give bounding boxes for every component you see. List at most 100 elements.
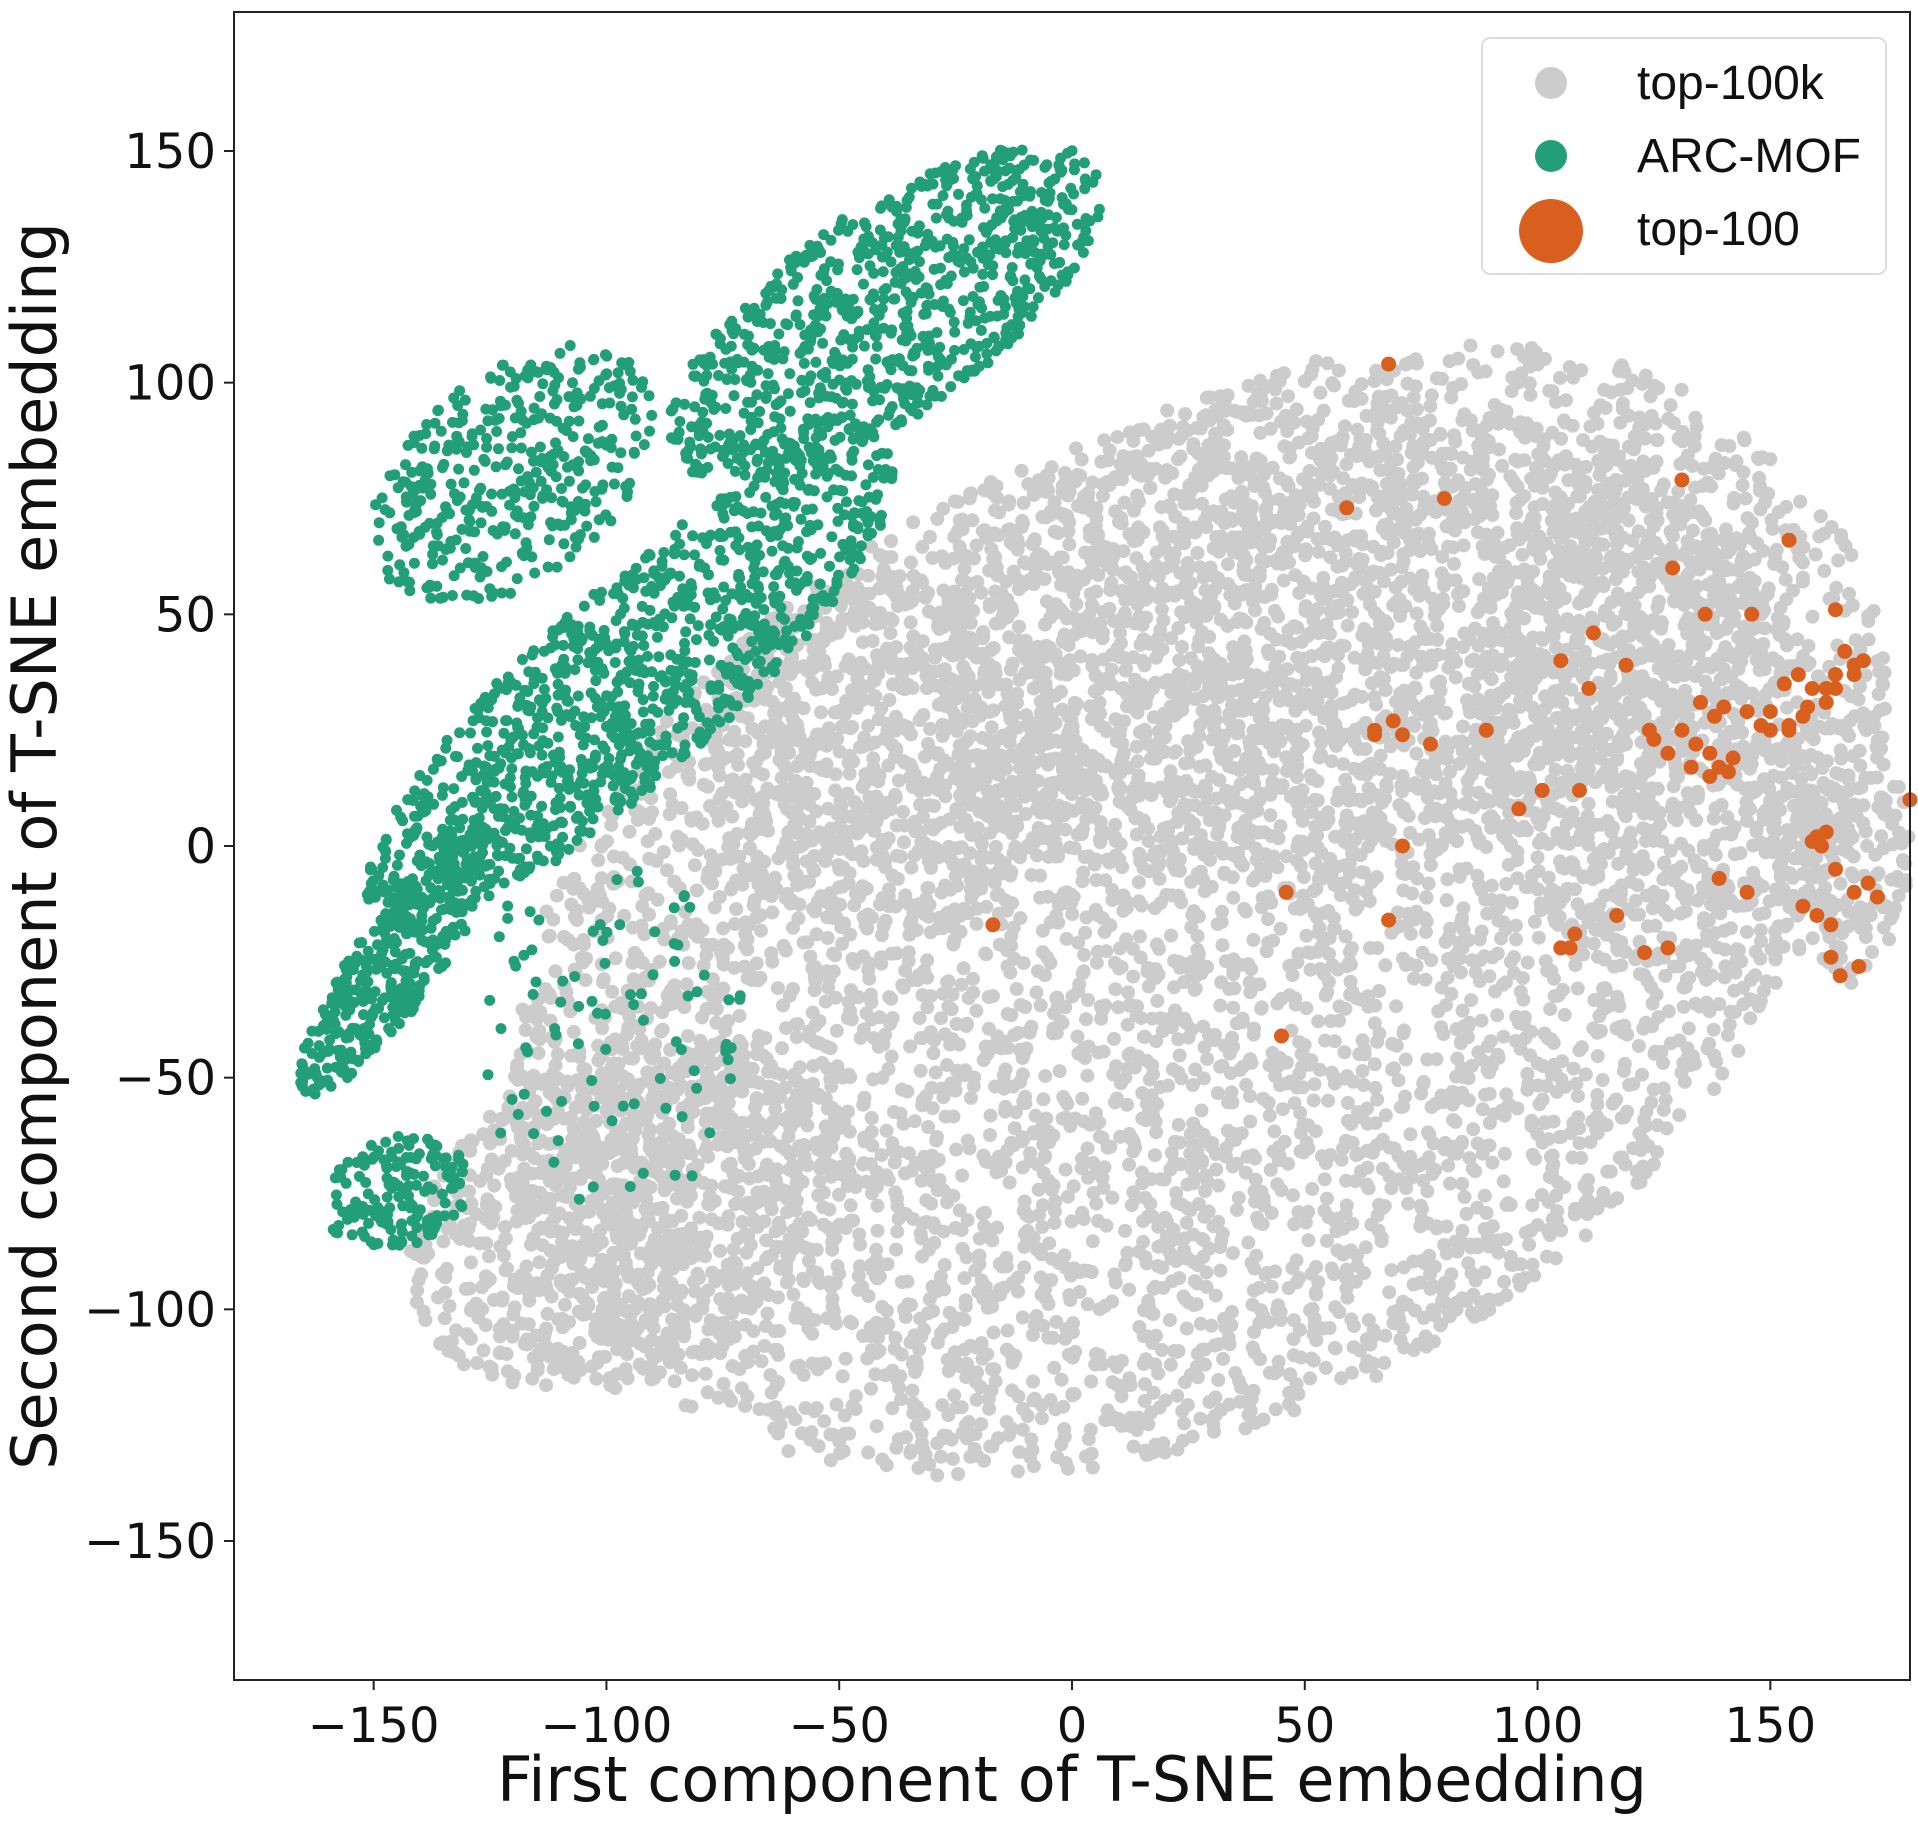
data-point [1225, 1030, 1239, 1045]
data-point [1141, 979, 1156, 994]
data-point [1075, 1151, 1089, 1166]
data-point [921, 1120, 936, 1134]
data-point [724, 1393, 739, 1408]
data-point [700, 984, 715, 999]
data-point [1149, 1125, 1164, 1140]
data-point [709, 1015, 724, 1030]
data-point [1633, 1175, 1648, 1190]
data-point [1261, 912, 1275, 927]
data-point [1121, 1048, 1136, 1063]
data-point [1241, 1235, 1256, 1250]
data-point [1250, 1210, 1265, 1225]
data-point [541, 929, 556, 944]
data-point [885, 1401, 900, 1416]
data-point [978, 946, 993, 961]
data-point [1721, 1028, 1735, 1043]
data-point [569, 912, 584, 927]
data-point [947, 1388, 962, 1403]
data-point [1538, 954, 1553, 969]
data-point [1176, 1289, 1191, 1304]
data-point [917, 1322, 932, 1337]
data-point [759, 1319, 773, 1334]
data-point [1421, 1156, 1436, 1171]
data-point [1525, 1198, 1540, 1213]
data-point [884, 1049, 899, 1064]
data-point [740, 942, 755, 957]
data-point [902, 1146, 916, 1161]
data-point [1163, 1357, 1178, 1372]
data-point [1015, 1310, 1030, 1325]
data-point [1223, 1066, 1238, 1081]
data-point [871, 1039, 886, 1054]
data-point [1166, 1222, 1181, 1237]
data-point [1231, 1190, 1246, 1205]
data-point [1444, 1267, 1459, 1282]
data-point [1542, 1169, 1557, 1184]
data-point [918, 1448, 933, 1462]
data-point [1646, 1082, 1661, 1097]
series-top-100k [403, 338, 1916, 1483]
data-point [542, 989, 557, 1004]
data-point [1409, 746, 1424, 761]
data-point [1056, 1090, 1071, 1104]
data-point [1697, 911, 1711, 926]
data-point [1378, 1108, 1393, 1123]
data-point [1190, 1276, 1205, 1291]
data-point [1514, 1257, 1528, 1272]
data-point [1441, 1158, 1456, 1173]
data-point [1378, 958, 1393, 973]
data-point [1367, 1016, 1382, 1031]
data-point [1455, 1223, 1470, 1238]
data-point [1006, 920, 1021, 935]
data-point [1014, 463, 1029, 478]
data-point [1393, 1332, 1408, 1347]
data-point [1071, 935, 1086, 950]
data-point [1349, 991, 1364, 1005]
data-point [1715, 1066, 1730, 1081]
data-point [1227, 981, 1242, 996]
data-point [594, 839, 609, 854]
data-point [716, 1376, 731, 1391]
data-point [1150, 993, 1165, 1008]
data-point [649, 853, 664, 868]
data-point [869, 1419, 884, 1434]
data-point [1525, 1147, 1540, 1162]
data-point [1287, 1313, 1301, 1328]
data-point [1382, 1285, 1397, 1300]
data-point [1311, 1275, 1326, 1290]
data-point [684, 811, 699, 826]
data-point [1211, 1373, 1226, 1387]
data-point [1268, 1402, 1283, 1417]
data-point [1322, 947, 1336, 961]
data-point [622, 1009, 637, 1024]
data-point [1273, 1312, 1288, 1327]
data-point [1530, 850, 1545, 865]
data-point [903, 555, 918, 570]
data-point [1384, 925, 1399, 940]
data-point [1332, 1305, 1347, 1319]
data-point [1131, 771, 1146, 786]
data-point [1681, 1021, 1696, 1036]
data-point [884, 534, 898, 548]
data-point [1498, 1232, 1513, 1247]
data-point [1188, 1062, 1203, 1077]
data-point [930, 1468, 945, 1483]
data-point [1170, 1195, 1185, 1210]
data-point [1092, 1302, 1107, 1317]
data-point [1254, 1001, 1269, 1016]
data-point [1234, 1126, 1249, 1141]
data-point [1306, 1093, 1321, 1108]
data-point [1438, 734, 1453, 749]
data-point [1206, 1417, 1221, 1432]
data-point [1015, 1402, 1030, 1416]
data-point [1680, 1050, 1695, 1065]
data-point [1454, 915, 1469, 930]
data-point [1215, 938, 1230, 953]
data-point [847, 956, 862, 971]
data-point [1003, 965, 1018, 980]
data-point [1504, 895, 1519, 910]
data-point [806, 1059, 821, 1073]
data-point [1078, 925, 1093, 940]
data-point [1420, 1184, 1435, 1199]
data-point [957, 1271, 972, 1286]
